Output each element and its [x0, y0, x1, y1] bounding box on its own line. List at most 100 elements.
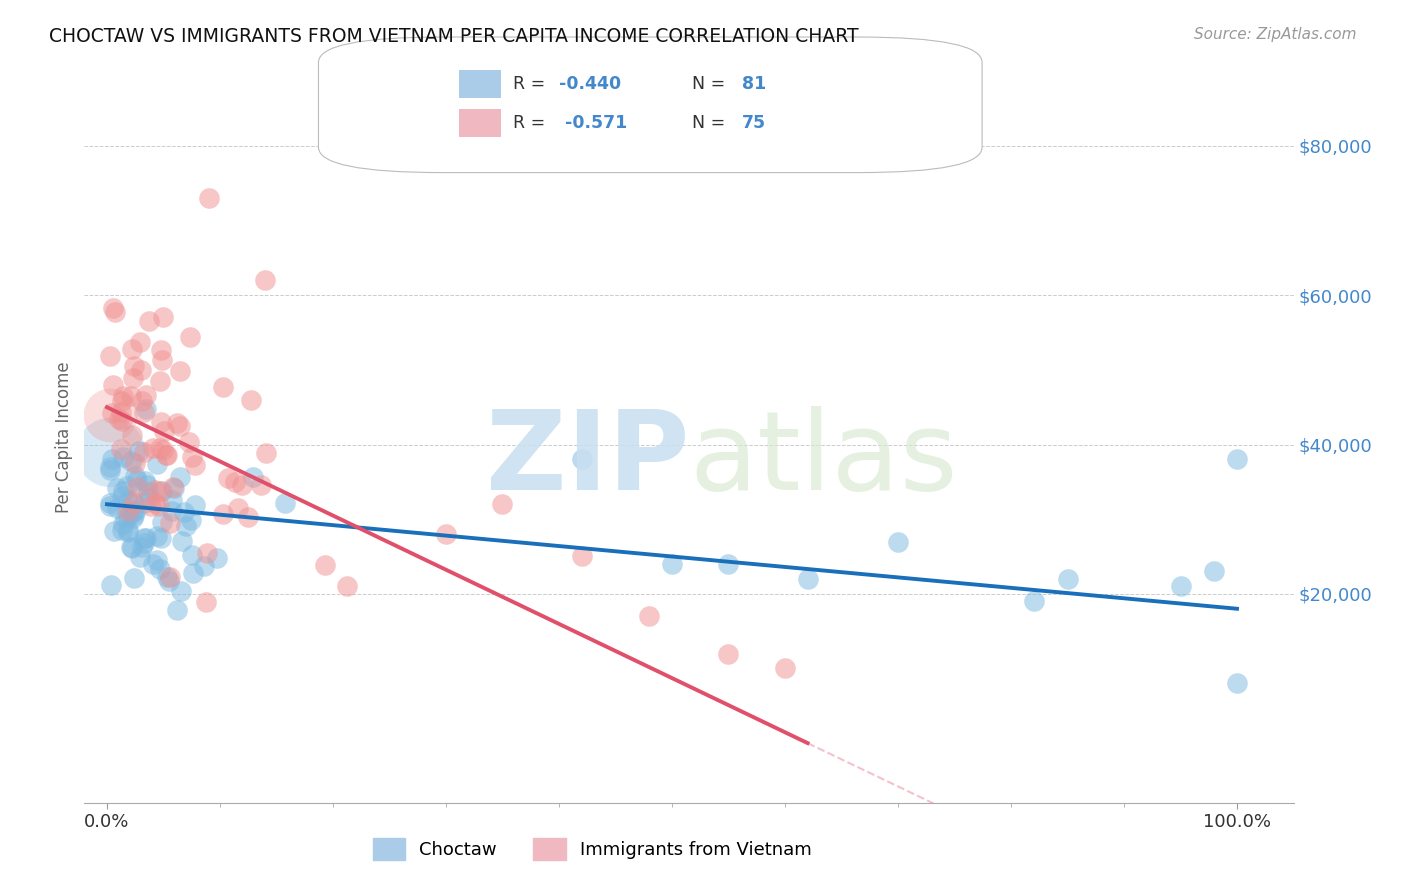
Point	[638, 609, 661, 624]
Point	[149, 415, 172, 429]
Point	[197, 191, 219, 205]
Text: atlas: atlas	[689, 406, 957, 513]
Point	[98, 408, 121, 422]
Point	[122, 505, 145, 519]
Point	[226, 500, 249, 515]
Point	[122, 508, 145, 523]
Point	[240, 393, 263, 408]
Point	[156, 448, 179, 462]
Point	[160, 504, 183, 518]
Point	[98, 445, 121, 459]
Point	[135, 401, 157, 416]
Point	[139, 500, 162, 514]
Point	[146, 529, 169, 543]
Point	[111, 523, 134, 537]
Point	[181, 566, 204, 581]
Point	[211, 507, 233, 521]
Point	[111, 484, 134, 499]
Point	[117, 479, 139, 493]
Point	[149, 484, 172, 499]
Point	[111, 517, 134, 532]
Point	[125, 473, 148, 487]
Point	[121, 389, 143, 403]
Point	[207, 551, 229, 566]
Point	[100, 578, 122, 592]
Point	[180, 549, 202, 563]
Point	[98, 459, 121, 474]
Point	[143, 483, 166, 497]
Point	[254, 273, 277, 287]
Point	[125, 503, 148, 517]
Point	[129, 335, 152, 350]
Point	[661, 557, 683, 571]
Point	[336, 580, 359, 594]
Point	[98, 496, 121, 510]
Point	[434, 527, 457, 541]
Point	[135, 478, 157, 492]
Point	[157, 574, 180, 588]
Point	[121, 492, 143, 507]
Point	[122, 571, 145, 585]
Point	[717, 647, 740, 661]
Point	[143, 496, 166, 510]
Point	[152, 310, 174, 324]
Point	[1170, 579, 1192, 593]
Text: -0.571: -0.571	[560, 113, 627, 132]
Point	[110, 489, 132, 503]
Point	[174, 519, 197, 533]
Point	[166, 603, 188, 617]
Point	[1226, 676, 1249, 690]
Text: ZIP: ZIP	[485, 406, 689, 513]
Text: CHOCTAW VS IMMIGRANTS FROM VIETNAM PER CAPITA INCOME CORRELATION CHART: CHOCTAW VS IMMIGRANTS FROM VIETNAM PER C…	[49, 27, 859, 45]
Point	[273, 495, 295, 509]
Bar	[460, 109, 501, 137]
Point	[150, 516, 173, 530]
Point	[314, 558, 336, 573]
Point	[121, 541, 143, 556]
Point	[142, 441, 165, 455]
Text: 75: 75	[741, 113, 766, 132]
Point	[224, 475, 246, 489]
Point	[98, 499, 121, 513]
Point	[111, 450, 134, 464]
Text: N =: N =	[692, 113, 731, 132]
Point	[98, 349, 121, 363]
Point	[179, 329, 201, 343]
Point	[169, 364, 191, 378]
Point	[128, 443, 150, 458]
Point	[134, 536, 156, 550]
Point	[236, 510, 259, 524]
Point	[148, 441, 170, 455]
Point	[131, 394, 153, 409]
Point	[129, 363, 152, 377]
Point	[162, 480, 184, 494]
Point	[193, 558, 215, 573]
Point	[105, 481, 128, 495]
Point	[122, 359, 145, 373]
Legend: Choctaw, Immigrants from Vietnam: Choctaw, Immigrants from Vietnam	[366, 830, 820, 867]
Point	[110, 404, 132, 418]
Point	[166, 416, 188, 430]
Point	[129, 549, 152, 564]
Point	[571, 549, 593, 564]
Text: R =: R =	[513, 113, 551, 132]
Point	[717, 557, 740, 571]
Point	[120, 540, 142, 554]
Bar	[460, 70, 501, 98]
Point	[132, 445, 155, 459]
Text: 81: 81	[741, 75, 766, 93]
Point	[242, 470, 264, 484]
Point	[110, 442, 132, 456]
Point	[131, 540, 153, 554]
Point	[135, 531, 157, 545]
Point	[155, 448, 177, 462]
Point	[491, 497, 513, 511]
Point	[150, 343, 173, 357]
Point	[121, 342, 143, 356]
Point	[117, 493, 139, 508]
Point	[122, 496, 145, 510]
Point	[134, 474, 156, 488]
Point	[149, 562, 172, 576]
Point	[146, 457, 169, 471]
Point	[150, 353, 173, 368]
